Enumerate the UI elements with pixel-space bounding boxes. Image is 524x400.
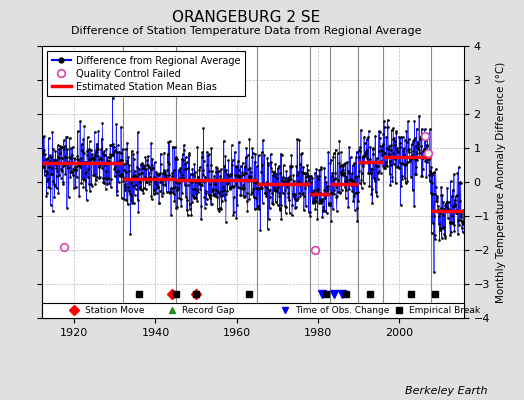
Y-axis label: Monthly Temperature Anomaly Difference (°C): Monthly Temperature Anomaly Difference (… — [496, 61, 506, 303]
Text: Empirical Break: Empirical Break — [409, 306, 480, 315]
Text: Berkeley Earth: Berkeley Earth — [405, 386, 487, 396]
Bar — [42, 303, 464, 318]
Legend: Difference from Regional Average, Quality Control Failed, Estimated Station Mean: Difference from Regional Average, Qualit… — [47, 51, 245, 96]
Text: Record Gap: Record Gap — [182, 306, 234, 315]
Text: Time of Obs. Change: Time of Obs. Change — [296, 306, 390, 315]
Text: Difference of Station Temperature Data from Regional Average: Difference of Station Temperature Data f… — [71, 26, 421, 36]
Text: ORANGEBURG 2 SE: ORANGEBURG 2 SE — [172, 10, 320, 25]
Text: Station Move: Station Move — [84, 306, 144, 315]
